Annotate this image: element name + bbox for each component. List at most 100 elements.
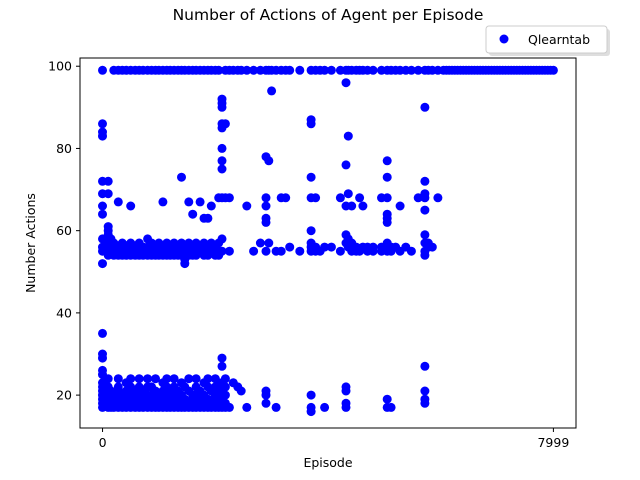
data-point bbox=[220, 374, 230, 384]
x-axis-label: Episode bbox=[303, 455, 352, 470]
data-point bbox=[217, 361, 227, 371]
data-point bbox=[341, 78, 351, 88]
y-tick-label: 100 bbox=[48, 59, 72, 74]
data-point bbox=[311, 193, 321, 203]
data-point bbox=[103, 176, 113, 186]
data-point bbox=[382, 193, 392, 203]
data-point bbox=[382, 394, 392, 404]
data-point bbox=[326, 242, 336, 252]
data-point bbox=[249, 246, 259, 256]
data-point bbox=[220, 382, 230, 392]
data-point bbox=[343, 131, 353, 141]
data-point bbox=[103, 374, 113, 384]
data-point bbox=[217, 353, 227, 363]
data-point bbox=[249, 65, 259, 75]
data-point bbox=[420, 230, 430, 240]
data-point bbox=[98, 131, 107, 141]
data-point bbox=[427, 242, 437, 252]
data-point bbox=[188, 209, 198, 219]
data-point bbox=[158, 197, 168, 207]
data-point bbox=[169, 374, 179, 384]
data-point bbox=[382, 217, 392, 227]
data-point bbox=[236, 386, 246, 396]
data-point bbox=[184, 374, 194, 384]
y-tick-label: 20 bbox=[56, 388, 72, 403]
data-point bbox=[264, 238, 274, 248]
data-point bbox=[217, 143, 227, 153]
data-point bbox=[98, 259, 107, 269]
data-point bbox=[420, 193, 430, 203]
legend-box bbox=[485, 25, 608, 54]
data-point bbox=[98, 119, 107, 129]
data-point bbox=[326, 65, 336, 75]
data-point bbox=[195, 197, 205, 207]
data-point bbox=[177, 172, 186, 182]
data-point bbox=[347, 201, 357, 211]
data-point bbox=[306, 390, 316, 400]
data-point bbox=[261, 193, 271, 203]
data-point bbox=[406, 246, 416, 256]
y-tick-label: 40 bbox=[56, 305, 72, 320]
data-point bbox=[295, 65, 305, 75]
data-point bbox=[217, 246, 227, 256]
data-point bbox=[220, 119, 230, 129]
data-point bbox=[420, 176, 430, 186]
data-point bbox=[203, 213, 213, 223]
data-point bbox=[103, 189, 113, 199]
data-point bbox=[203, 374, 213, 384]
data-point bbox=[420, 386, 430, 396]
data-point bbox=[217, 164, 227, 174]
data-point bbox=[267, 86, 277, 96]
data-point bbox=[276, 246, 286, 256]
y-axis-ticks: 20 40 60 80 100 bbox=[48, 59, 80, 403]
legend: Qlearntab bbox=[485, 25, 610, 56]
data-point bbox=[126, 201, 136, 211]
data-point bbox=[224, 246, 234, 256]
data-point bbox=[217, 234, 227, 244]
data-point bbox=[261, 246, 271, 256]
data-point bbox=[335, 246, 345, 256]
data-point bbox=[343, 189, 353, 199]
x-axis-ticks: 0 7999 bbox=[99, 428, 569, 450]
data-point bbox=[126, 374, 136, 384]
data-point bbox=[306, 172, 316, 182]
x-tick-label: 0 bbox=[99, 435, 107, 450]
data-point bbox=[242, 65, 252, 75]
data-point bbox=[358, 201, 368, 211]
data-point bbox=[261, 217, 271, 227]
y-tick-label: 60 bbox=[56, 223, 72, 238]
data-point bbox=[413, 193, 423, 203]
data-point bbox=[406, 65, 416, 75]
data-point bbox=[306, 407, 316, 417]
data-point bbox=[151, 374, 160, 384]
data-point bbox=[264, 156, 274, 166]
data-point bbox=[220, 390, 230, 400]
data-point bbox=[98, 65, 107, 75]
data-point bbox=[98, 209, 107, 219]
x-tick-label: 7999 bbox=[537, 435, 569, 450]
data-point bbox=[335, 193, 345, 203]
data-point bbox=[395, 201, 405, 211]
data-point bbox=[420, 398, 430, 408]
chart-title: Number of Actions of Agent per Episode bbox=[173, 6, 484, 24]
data-point bbox=[261, 201, 271, 211]
data-point bbox=[368, 246, 378, 256]
data-point bbox=[134, 374, 144, 384]
data-point bbox=[271, 402, 281, 412]
data-point bbox=[242, 402, 252, 412]
legend-label-qlearntab: Qlearntab bbox=[528, 32, 590, 47]
data-point bbox=[386, 402, 396, 412]
data-point bbox=[368, 65, 378, 75]
data-point bbox=[162, 374, 172, 384]
data-point bbox=[98, 353, 107, 363]
data-point bbox=[180, 259, 190, 269]
data-point bbox=[341, 402, 351, 412]
data-point bbox=[306, 226, 316, 236]
data-point bbox=[113, 197, 123, 207]
data-point bbox=[255, 238, 265, 248]
data-point bbox=[320, 242, 330, 252]
data-point bbox=[214, 65, 224, 75]
y-axis-label: Number Actions bbox=[23, 193, 38, 293]
data-point bbox=[548, 65, 558, 75]
